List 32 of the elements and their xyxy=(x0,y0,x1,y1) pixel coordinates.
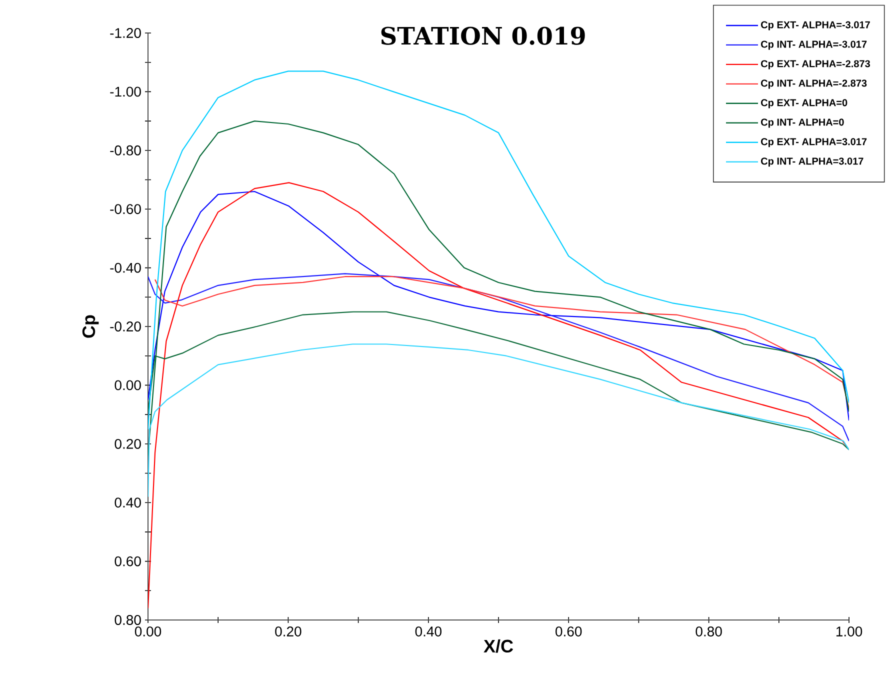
y-tick-label: 0.20 xyxy=(114,438,141,449)
legend-label: Cp EXT- ALPHA=-2.873 xyxy=(761,60,870,70)
x-tick-label: 0.80 xyxy=(696,626,722,636)
legend-label: Cp INT- ALPHA=3.017 xyxy=(761,158,864,167)
y-tick-label: -0.80 xyxy=(110,145,141,156)
y-tick-label: -0.60 xyxy=(110,204,141,214)
legend-label: Cp EXT- ALPHA=0 xyxy=(761,99,848,108)
y-tick-label: 0.00 xyxy=(114,380,141,390)
y-tick-label: -1.20 xyxy=(110,28,141,38)
legend-label: Cp INT- ALPHA=-2.873 xyxy=(761,80,867,89)
y-tick-label: 0.80 xyxy=(114,615,141,625)
y-tick-label: -0.40 xyxy=(110,262,141,273)
line-series xyxy=(154,276,850,410)
legend-label: Cp EXT- ALPHA=3.017 xyxy=(761,138,867,148)
y-tick-label: -1.00 xyxy=(110,86,141,97)
chart-title: STATION 0.019 xyxy=(381,26,585,45)
y-tick-label: -0.20 xyxy=(110,322,141,332)
x-tick-label: 0.00 xyxy=(134,626,162,636)
legend-label: Cp INT- ALPHA=-3.017 xyxy=(761,40,867,50)
x-tick-label: 0.60 xyxy=(556,626,582,636)
x-tick-label: 0.20 xyxy=(275,626,302,636)
line-series xyxy=(148,190,850,421)
y-tick-label: 0.60 xyxy=(114,556,141,566)
y-axis-title: Cp xyxy=(82,315,99,338)
x-axis-title: X/C xyxy=(484,639,514,653)
x-tick-label: 1.00 xyxy=(836,626,862,636)
line-series xyxy=(148,311,850,450)
legend-label: Cp INT- ALPHA=0 xyxy=(761,118,844,128)
line-series xyxy=(148,273,850,442)
y-tick-label: 0.40 xyxy=(114,498,141,508)
legend-label: Cp EXT- ALPHA=-3.017 xyxy=(761,21,870,30)
x-tick-label: 0.40 xyxy=(415,626,442,636)
